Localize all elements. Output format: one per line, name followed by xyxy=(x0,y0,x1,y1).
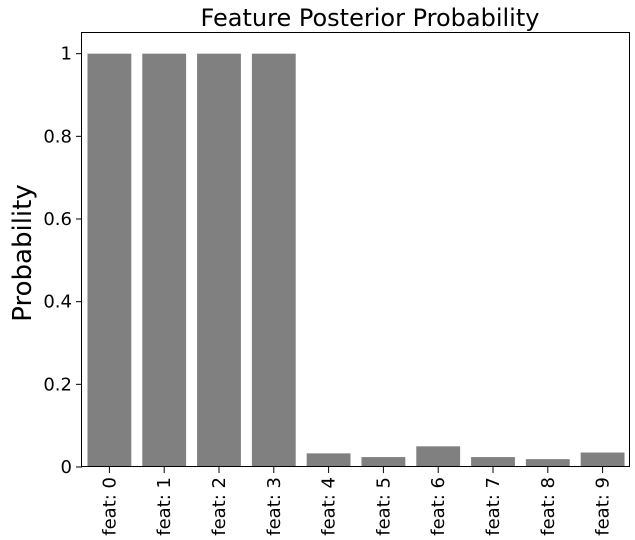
x-tick-label-2: feat: 2 xyxy=(209,477,230,536)
y-tick-label-5: 1 xyxy=(61,44,72,65)
chart-title: Feature Posterior Probability xyxy=(201,4,540,32)
bar-4 xyxy=(306,453,351,467)
x-tick-label-0: feat: 0 xyxy=(99,477,120,536)
y-tick-label-1: 0.2 xyxy=(43,374,72,395)
bar-2 xyxy=(197,53,241,468)
bar-0 xyxy=(87,53,132,468)
x-tick-label-3: feat: 3 xyxy=(264,477,285,536)
bar-8 xyxy=(525,459,570,467)
x-axis-ticks: feat: 0 feat: 1 feat: 2 feat: 3 feat: 4 feat:… xyxy=(99,467,614,536)
x-tick-label-1: feat: 1 xyxy=(154,477,175,536)
x-tick-label-4: feat: 4 xyxy=(319,477,340,536)
x-tick-label-8: feat: 8 xyxy=(538,477,559,536)
y-axis-ticks: 0 0.2 0.4 0.6 0.8 1 xyxy=(43,44,82,478)
y-tick-label-4: 0.8 xyxy=(43,126,72,147)
x-tick-label-6: feat: 6 xyxy=(428,477,449,536)
bar-3 xyxy=(251,53,296,468)
x-tick-label-7: feat: 7 xyxy=(483,477,504,536)
bar-6 xyxy=(416,446,461,467)
x-tick-label-9: feat: 9 xyxy=(593,477,614,536)
y-tick-label-0: 0 xyxy=(61,457,72,478)
bar-7 xyxy=(471,457,515,467)
plot-frame xyxy=(81,32,630,467)
y-tick-label-2: 0.4 xyxy=(43,292,72,313)
y-tick-label-3: 0.6 xyxy=(43,209,72,230)
bars xyxy=(87,53,625,468)
y-axis-label: Probability xyxy=(8,184,38,321)
bar-1 xyxy=(142,53,187,468)
bar-5 xyxy=(361,457,406,467)
x-tick-label-5: feat: 5 xyxy=(373,477,394,536)
bar-9 xyxy=(580,452,625,467)
